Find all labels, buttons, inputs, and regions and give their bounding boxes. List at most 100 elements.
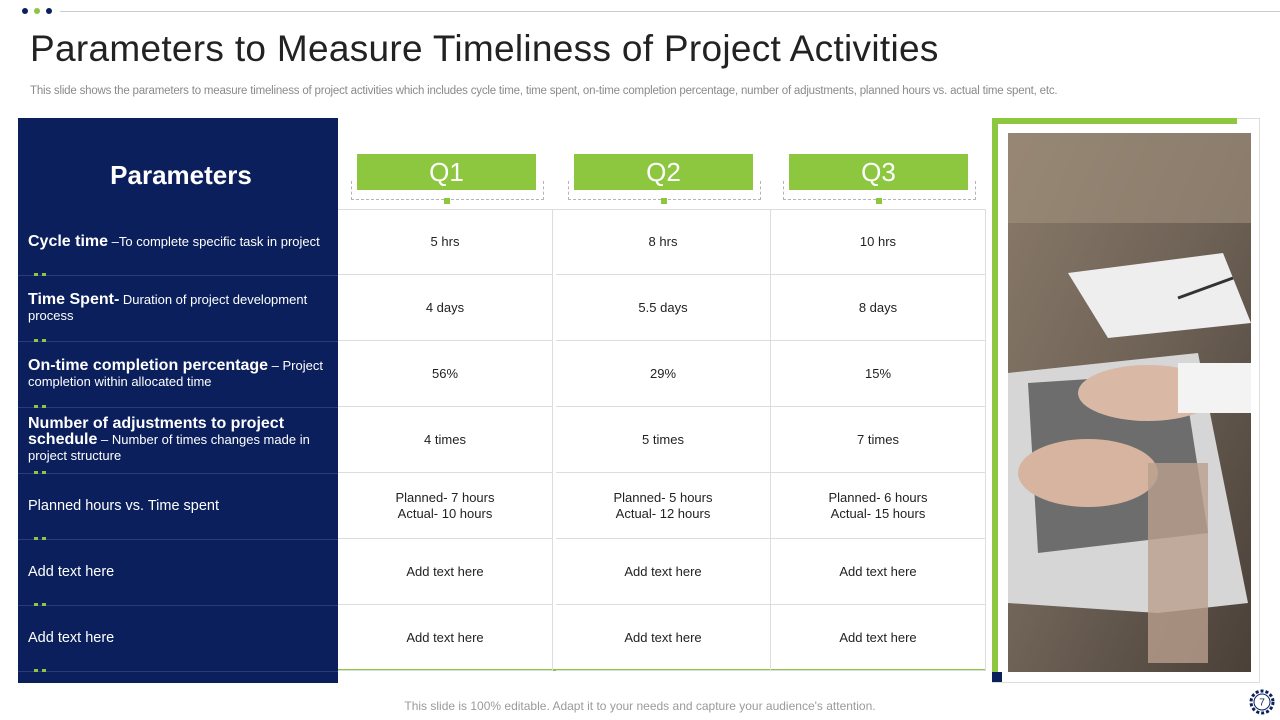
row-label-bold: Cycle time: [28, 233, 109, 250]
row-label-text: Time Spent- Duration of project developm…: [28, 292, 330, 324]
cell-text: Planned- 7 hours: [395, 489, 495, 505]
row-marker: [34, 339, 46, 342]
row-label: Add text here: [28, 605, 330, 671]
dot: [34, 8, 40, 14]
table-cell: 29%: [556, 341, 771, 407]
panel-heading: Parameters: [110, 160, 252, 190]
column-header: Q1: [357, 154, 536, 190]
row-marker: [34, 471, 46, 474]
row-label-text: Cycle time –To complete specific task in…: [28, 234, 320, 250]
table-cell: 5 times: [556, 407, 771, 473]
row-label: Planned hours vs. Time spent: [28, 473, 330, 539]
row-separator: [18, 275, 338, 276]
dot: [46, 8, 52, 14]
row-separator: [18, 473, 338, 474]
cell-text: 10 hrs: [859, 233, 897, 249]
cell-text: Actual- 12 hours: [615, 505, 711, 521]
row-label: On-time completion percentage – Project …: [28, 341, 330, 407]
page-number: 7: [1259, 698, 1265, 709]
row-label-text: Add text here: [28, 630, 114, 646]
cell-text: Add text here: [839, 563, 917, 579]
title: Parameters to Measure Timeliness of Proj…: [30, 28, 939, 69]
row-label-desc: – Number of times changes made in projec…: [28, 432, 310, 463]
row-separator: [18, 671, 338, 672]
cell-text: Add text here: [624, 629, 702, 645]
footer-note: This slide is 100% editable. Adapt it to…: [404, 699, 876, 713]
column-header: Q3: [789, 154, 968, 190]
row-label-text: On-time completion percentage – Project …: [28, 358, 330, 390]
cell-text: 4 times: [424, 431, 466, 447]
table-cell: 10 hrs: [771, 209, 986, 275]
table-cell: 15%: [771, 341, 986, 407]
row-label-bold: Number of adjustments to project schedul…: [28, 415, 285, 448]
table-cell: Add text here: [556, 539, 771, 605]
cell-text: 8 hrs: [648, 233, 678, 249]
dot: [22, 8, 28, 14]
top-rule: [60, 11, 1280, 12]
cell-text: Add text here: [406, 563, 484, 579]
cell-text: 5 times: [642, 431, 684, 447]
table-cell: 56%: [338, 341, 553, 407]
cell-text: Actual- 10 hours: [397, 505, 493, 521]
table-cell: Add text here: [338, 539, 553, 605]
row-label-desc: Add text here: [28, 630, 115, 646]
row-separator: [18, 407, 338, 408]
cell-text: Planned- 6 hours: [828, 489, 928, 505]
row-marker: [34, 669, 46, 672]
cell-text: Add text here: [624, 563, 702, 579]
table-cell: Planned- 6 hours Actual- 15 hours: [771, 473, 986, 539]
cell-text: 7 times: [857, 431, 899, 447]
table-cell: Planned- 5 hours Actual- 12 hours: [556, 473, 771, 539]
row-label-desc: Duration of project development process: [28, 292, 308, 323]
accent-bar: [992, 118, 998, 672]
table-cell: Add text here: [771, 539, 986, 605]
column-header: Q2: [574, 154, 753, 190]
row-marker: [34, 603, 46, 606]
row-label-desc: – Project completion within allocated ti…: [28, 358, 323, 389]
row-separator: [18, 341, 338, 342]
cell-text: 5.5 days: [638, 299, 688, 315]
header-dot: [444, 198, 450, 204]
table-cell: 8 days: [771, 275, 986, 341]
table-frame: [338, 209, 986, 671]
page-badge: 7: [1249, 689, 1275, 715]
row-label-bold: On-time completion percentage: [28, 357, 269, 374]
row-label: Cycle time –To complete specific task in…: [28, 209, 330, 275]
row-label: Add text here: [28, 539, 330, 605]
cell-text: 5 hrs: [430, 233, 460, 249]
table-cell: 7 times: [771, 407, 986, 473]
cell-text: 8 days: [858, 299, 898, 315]
table-cell: 4 days: [338, 275, 553, 341]
table-cell: 5.5 days: [556, 275, 771, 341]
row-label: Time Spent- Duration of project developm…: [28, 275, 330, 341]
table-cell: Planned- 7 hours Actual- 10 hours: [338, 473, 553, 539]
row-label-text: Add text here: [28, 564, 114, 580]
cell-text: Planned- 5 hours: [613, 489, 713, 505]
row-label-text: Number of adjustments to project schedul…: [28, 416, 330, 464]
cell-text: 29%: [649, 365, 677, 381]
cell-text: 56%: [431, 365, 459, 381]
accent-square: [992, 672, 1002, 682]
row-label-desc: Planned hours vs. Time spent: [28, 498, 220, 514]
subtitle: This slide shows the parameters to measu…: [30, 85, 1058, 97]
table-cell: Add text here: [771, 605, 986, 671]
accent-bar: [992, 118, 1237, 124]
cell-text: Add text here: [406, 629, 484, 645]
table-cell: Add text here: [338, 605, 553, 671]
row-separator: [18, 539, 338, 540]
row-label-desc: –To complete specific task in project: [111, 234, 320, 249]
row-marker: [34, 273, 46, 276]
header-dot: [661, 198, 667, 204]
cell-text: Add text here: [839, 629, 917, 645]
table-cell: 5 hrs: [338, 209, 553, 275]
row-separator: [18, 605, 338, 606]
table-cell: Add text here: [556, 605, 771, 671]
header-dot: [876, 198, 882, 204]
cell-text: 15%: [864, 365, 892, 381]
cell-text: Actual- 15 hours: [830, 505, 926, 521]
table-cell: 4 times: [338, 407, 553, 473]
row-label-desc: Add text here: [28, 564, 115, 580]
row-marker: [34, 537, 46, 540]
table-cell: 8 hrs: [556, 209, 771, 275]
